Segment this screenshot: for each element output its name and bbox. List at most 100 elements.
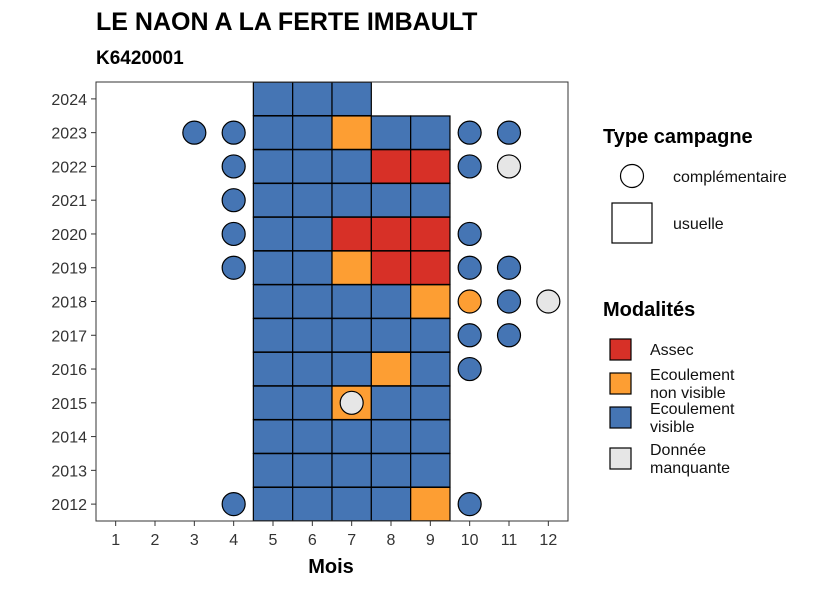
heatmap-cell	[252, 486, 294, 522]
heatmap-cell	[370, 149, 412, 184]
campaign-point	[457, 323, 482, 348]
chart-subtitle: K6420001	[96, 48, 184, 69]
heatmap-cell	[370, 385, 412, 421]
x-tick-label: 9	[426, 532, 435, 549]
x-tick-label: 2	[151, 532, 160, 549]
heatmap-cell	[331, 216, 372, 252]
heatmap-cell	[370, 317, 412, 353]
campaign-point	[457, 492, 482, 517]
heatmap-cell	[292, 216, 333, 252]
heatmap-cell	[252, 115, 294, 150]
legend-fill-title: Modalités	[603, 299, 695, 321]
legend-circle-key	[619, 163, 645, 189]
heatmap-cell	[410, 250, 451, 286]
y-tick-label: 2017	[51, 328, 87, 345]
heatmap-cell	[292, 81, 333, 117]
heatmap-cell	[292, 486, 333, 522]
y-tick-label: 2012	[51, 497, 87, 514]
y-axis: 2012 2013 2014 2015 2016 2017 2018 2019 2020 2021…	[51, 92, 96, 514]
heatmap-cell	[252, 250, 294, 286]
heatmap-cell	[331, 453, 372, 488]
y-tick-label: 2022	[51, 159, 87, 176]
heatmap-cell	[331, 284, 372, 319]
heatmap-cell	[252, 182, 294, 218]
heatmap-cell	[252, 216, 294, 252]
heatmap-cell	[410, 351, 451, 387]
y-tick-label: 2013	[51, 463, 87, 480]
y-tick-label: 2019	[51, 261, 87, 278]
heatmap-cell	[410, 216, 451, 252]
campaign-point	[457, 356, 482, 382]
campaign-point	[221, 154, 246, 179]
legend-fill-key	[609, 406, 632, 429]
legend-fill-key	[609, 372, 632, 395]
heatmap-cell	[370, 182, 412, 218]
heatmap-cell	[292, 317, 333, 353]
campaign-point	[536, 289, 561, 314]
heatmap-cell	[331, 250, 372, 286]
heatmap-cell	[370, 486, 412, 522]
legend-fill-label: visible	[650, 419, 695, 436]
campaign-point	[221, 221, 246, 247]
heatmap-cell	[331, 81, 372, 117]
heatmap-cell	[292, 149, 333, 184]
heatmap-cell	[292, 284, 333, 319]
heatmap-cell	[410, 317, 451, 353]
heatmap-cell	[331, 182, 372, 218]
heatmap-cell	[370, 453, 412, 488]
x-tick-label: 1	[111, 532, 120, 549]
plot-area	[182, 81, 561, 522]
y-tick-label: 2024	[51, 92, 87, 109]
heatmap-cell	[331, 486, 372, 522]
campaign-point	[457, 255, 482, 280]
legend-fill-label: Assec	[650, 342, 694, 359]
legend-fill-label: non visible	[650, 385, 726, 402]
heatmap-cell	[252, 317, 294, 353]
campaign-point	[457, 221, 482, 247]
heatmap-cell	[252, 385, 294, 421]
legend-fill-label: Ecoulement	[650, 367, 735, 384]
campaign-point	[221, 492, 246, 517]
x-axis-label: Mois	[308, 556, 354, 578]
campaign-point	[221, 188, 246, 213]
legend-fill-key	[609, 338, 632, 361]
campaign-point	[457, 154, 482, 179]
heatmap-cell	[252, 453, 294, 488]
x-tick-label: 10	[461, 532, 479, 549]
legend-shape-label: complémentaire	[673, 169, 787, 186]
campaign-point	[496, 323, 522, 348]
legend-fill-key	[609, 447, 632, 470]
heatmap-cell	[292, 385, 333, 421]
x-tick-label: 6	[308, 532, 317, 549]
heatmap-cell	[370, 216, 412, 252]
heatmap-cell	[370, 351, 412, 387]
x-tick-label: 8	[387, 532, 396, 549]
campaign-point	[496, 255, 522, 280]
campaign-point	[457, 289, 482, 314]
heatmap-cell	[292, 419, 333, 454]
x-tick-label: 3	[190, 532, 199, 549]
y-tick-label: 2014	[51, 430, 87, 447]
heatmap-cell	[410, 182, 451, 218]
heatmap-cell	[292, 182, 333, 218]
y-tick-label: 2018	[51, 295, 87, 312]
heatmap-cell	[331, 149, 372, 184]
heatmap-cell	[252, 284, 294, 319]
campaign-point	[339, 390, 364, 415]
y-tick-label: 2021	[51, 193, 87, 210]
heatmap-cell	[410, 486, 451, 522]
x-tick-label: 5	[269, 532, 278, 549]
y-tick-label: 2023	[51, 126, 87, 143]
x-tick-label: 7	[347, 532, 356, 549]
heatmap-cell	[370, 250, 412, 286]
legend-fill-label: manquante	[650, 460, 730, 477]
heatmap-cell	[410, 385, 451, 421]
legend-fill-label: Donnée	[650, 442, 706, 459]
chart-title: LE NAON A LA FERTE IMBAULT	[96, 8, 477, 36]
campaign-point	[221, 255, 246, 280]
heatmap-cell	[252, 351, 294, 387]
legend-square-key	[611, 202, 653, 244]
heatmap-cell	[370, 115, 412, 150]
heatmap-cell	[331, 351, 372, 387]
